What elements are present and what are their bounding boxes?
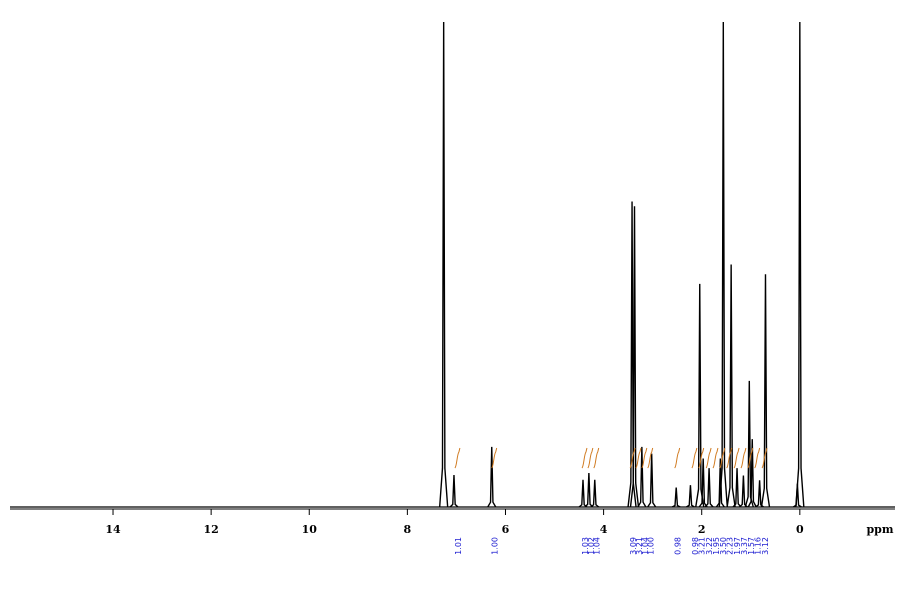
integral-label: 1.04 (593, 537, 602, 555)
peak (726, 264, 736, 508)
integral-label: 1.04 (641, 537, 650, 555)
x-tick-label: 2 (698, 523, 706, 536)
peak (698, 458, 708, 508)
integral-label: 1.00 (647, 537, 656, 555)
integral-curve (754, 447, 761, 469)
integral-label: 3.09 (629, 537, 638, 555)
x-tick-label: 8 (404, 523, 412, 536)
integral-label: 1.57 (747, 537, 756, 555)
integral-curve (747, 447, 754, 469)
integral-label: 1.95 (712, 537, 721, 555)
integral-label: 2.23 (726, 537, 735, 555)
peak (671, 487, 681, 508)
integral-label: 3.50 (719, 537, 728, 555)
integral-label: 1.02 (587, 537, 596, 555)
peak (637, 446, 647, 508)
peak (747, 439, 757, 508)
peak (647, 453, 657, 508)
peak (449, 474, 459, 508)
integral-label: 1.97 (733, 537, 742, 555)
integral-curve (719, 447, 726, 469)
peak (718, 21, 728, 508)
peak (487, 446, 497, 508)
peak (715, 458, 725, 508)
integral-curve (740, 447, 747, 469)
x-tick-label: 0 (796, 523, 804, 536)
integral-curve (635, 447, 642, 469)
peak (795, 21, 805, 508)
x-tick-label: 10 (302, 523, 318, 536)
peak (760, 274, 771, 508)
integral-curve (647, 447, 654, 469)
integral-curve (691, 447, 698, 469)
integral-curve (733, 447, 740, 469)
integral-curve (581, 447, 588, 469)
integral-label: 1.16 (754, 537, 763, 555)
peak (704, 468, 714, 508)
integral-curve (726, 447, 733, 469)
integral-curve (587, 447, 594, 469)
integral-label: 1.03 (581, 537, 590, 555)
peak (584, 473, 594, 508)
integral-curve (712, 447, 719, 469)
peak (438, 21, 449, 508)
integral-label: 3.21 (635, 537, 644, 555)
integral-curve (641, 447, 648, 469)
x-tick-label: 14 (105, 523, 121, 536)
integral-label: 0.98 (691, 537, 700, 555)
peak (629, 206, 640, 508)
integral-curve (698, 447, 705, 469)
peak (732, 468, 742, 508)
integral-label: 0.98 (674, 537, 683, 555)
integral-label: 3.37 (740, 537, 749, 555)
integral-label: 3.21 (698, 537, 707, 555)
integral-label: 1.00 (491, 537, 500, 555)
integral-curve (454, 447, 461, 469)
integral-curve (705, 447, 712, 469)
x-tick-label: 6 (502, 523, 510, 536)
integral-curve (491, 447, 498, 469)
integral-label: 3.22 (705, 537, 714, 555)
integral-curve (761, 447, 768, 469)
peak (686, 485, 695, 508)
integral-curve (593, 447, 600, 469)
peak (590, 479, 600, 508)
x-tick-label: 4 (600, 523, 608, 536)
x-tick-label: 12 (203, 523, 218, 536)
peak (627, 201, 637, 508)
peak (578, 479, 588, 508)
integral-label: 1.01 (454, 537, 463, 555)
integral-curve (629, 447, 636, 469)
integral-curve (674, 447, 681, 469)
x-axis-label: ppm (866, 523, 893, 536)
integral-label: 3.12 (761, 537, 770, 555)
